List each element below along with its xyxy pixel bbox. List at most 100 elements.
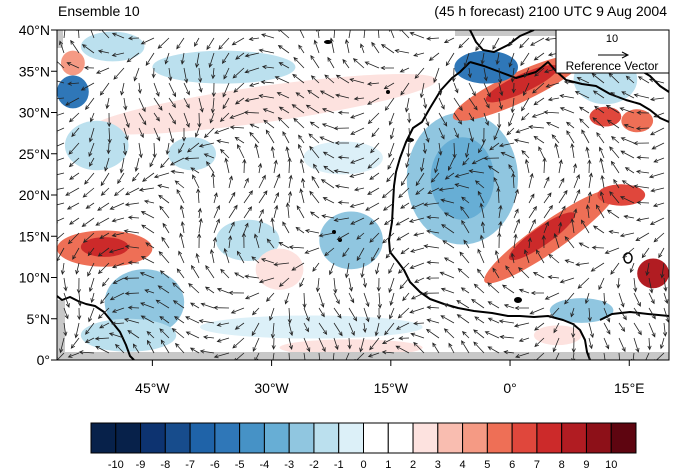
anomaly-region-12 xyxy=(80,318,177,352)
wind-vector-310 xyxy=(388,142,395,158)
reference-vector-magnitude: 10 xyxy=(606,33,618,45)
wind-vector-112 xyxy=(498,67,503,84)
wind-vector-394 xyxy=(415,172,425,187)
wind-vector-586 xyxy=(228,235,233,249)
colorbar-label-8: -3 xyxy=(284,459,294,471)
wind-vector-438 xyxy=(454,183,470,189)
wind-vector-290 xyxy=(88,142,95,158)
wind-vector-847 xyxy=(443,328,455,339)
wind-vector-596 xyxy=(371,247,380,262)
wind-vector-561 xyxy=(461,219,470,234)
wind-vector-714 xyxy=(302,292,307,309)
wind-vector-856 xyxy=(588,337,593,350)
wind-vector-688 xyxy=(518,266,530,279)
wind-vector-553 xyxy=(336,232,350,241)
wind-vector-600 xyxy=(423,244,440,249)
wind-vector-560 xyxy=(441,224,455,234)
wind-vector-595 xyxy=(356,247,365,262)
wind-vector-335 xyxy=(149,157,155,168)
x-tick-label-1: 45°W xyxy=(135,380,170,396)
wind-vector-167 xyxy=(85,97,95,111)
colorbar-label-10: -1 xyxy=(334,459,344,471)
wind-vector-150 xyxy=(453,82,459,94)
wind-vector-755 xyxy=(303,307,310,322)
wind-vector-182 xyxy=(307,89,320,99)
wind-vector-350 xyxy=(367,157,380,169)
wind-vector-336 xyxy=(160,157,170,169)
wind-vector-217 xyxy=(219,112,230,123)
wind-vector-499 xyxy=(140,211,155,219)
wind-vector-765 xyxy=(443,303,455,309)
wind-vector-268 xyxy=(371,127,380,138)
wind-vector-400 xyxy=(508,164,515,174)
wind-vector-873 xyxy=(213,352,230,359)
wind-vector-240 xyxy=(559,107,575,114)
wind-vector-886 xyxy=(413,341,425,354)
wind-vector-678 xyxy=(376,277,381,292)
colorbar-label-7: -4 xyxy=(260,459,270,471)
wind-vector-736 xyxy=(633,292,641,307)
wind-vector-266 xyxy=(333,126,350,131)
wind-vector-411 xyxy=(57,187,65,190)
wind-vector-304 xyxy=(298,134,305,144)
wind-vector-748 xyxy=(190,302,200,309)
wind-vector-385 xyxy=(287,157,292,174)
wind-vector-545 xyxy=(228,221,235,234)
wind-vector-263 xyxy=(293,117,305,129)
wind-vector-541 xyxy=(162,222,170,234)
wind-vector-372 xyxy=(84,172,95,185)
wind-vector-833 xyxy=(232,337,245,349)
colorbar-label-4: -7 xyxy=(185,459,195,471)
colorbar-box-9 xyxy=(288,422,315,454)
wind-vector-606 xyxy=(527,237,532,249)
wind-vector-314 xyxy=(452,142,457,159)
wind-vector-382 xyxy=(242,158,247,174)
wind-vector-353 xyxy=(420,157,425,173)
wind-vector-594 xyxy=(342,247,350,258)
wind-vector-308 xyxy=(354,142,365,148)
wind-vector-96 xyxy=(244,67,260,74)
wind-vector-601 xyxy=(442,240,455,249)
wind-vector-669 xyxy=(234,272,245,279)
wind-vector-696 xyxy=(648,277,654,294)
wind-vector-72 xyxy=(508,52,515,68)
wind-vector-726 xyxy=(473,283,485,294)
coastline-gulf-of-guinea-east xyxy=(599,311,669,321)
wind-vector-356 xyxy=(462,157,470,166)
wind-vector-520 xyxy=(460,205,470,219)
wind-vector-124 xyxy=(57,79,65,84)
wind-vector-300 xyxy=(234,136,245,144)
wind-vector-652 xyxy=(590,262,605,272)
wind-vector-501 xyxy=(179,204,185,219)
wind-vector-149 xyxy=(438,82,443,96)
wind-vector-138 xyxy=(260,80,275,85)
wind-vector-398 xyxy=(468,169,485,174)
wind-vector-811 xyxy=(513,322,530,328)
wind-vector-201 xyxy=(592,90,605,99)
wind-vector-73 xyxy=(520,52,530,67)
wind-vector-645 xyxy=(494,250,500,264)
wind-vector-374 xyxy=(117,172,125,185)
wind-vector-672 xyxy=(278,277,290,288)
wind-vector-403 xyxy=(558,159,563,174)
wind-vector-243 xyxy=(605,104,620,114)
wind-vector-874 xyxy=(234,352,245,360)
wind-vector-22 xyxy=(376,30,381,39)
wind-vector-647 xyxy=(523,249,530,264)
wind-vector-433 xyxy=(381,187,395,199)
wind-vector-674 xyxy=(315,277,320,293)
wind-vector-107 xyxy=(414,67,425,79)
wind-vector-569 xyxy=(580,219,590,234)
wind-vector-311 xyxy=(406,142,411,158)
wind-vector-307 xyxy=(334,140,349,146)
wind-vector-315 xyxy=(464,142,470,158)
wind-vector-675 xyxy=(333,277,338,294)
wind-vector-498 xyxy=(127,215,140,220)
wind-vector-200 xyxy=(574,91,590,99)
wind-vector-722 xyxy=(410,292,425,300)
wind-vector-440 xyxy=(493,176,500,189)
wind-vector-414 xyxy=(100,187,110,196)
wind-vector-680 xyxy=(399,277,410,290)
wind-vector-866 xyxy=(114,343,125,354)
wind-vector-42 xyxy=(59,40,65,54)
